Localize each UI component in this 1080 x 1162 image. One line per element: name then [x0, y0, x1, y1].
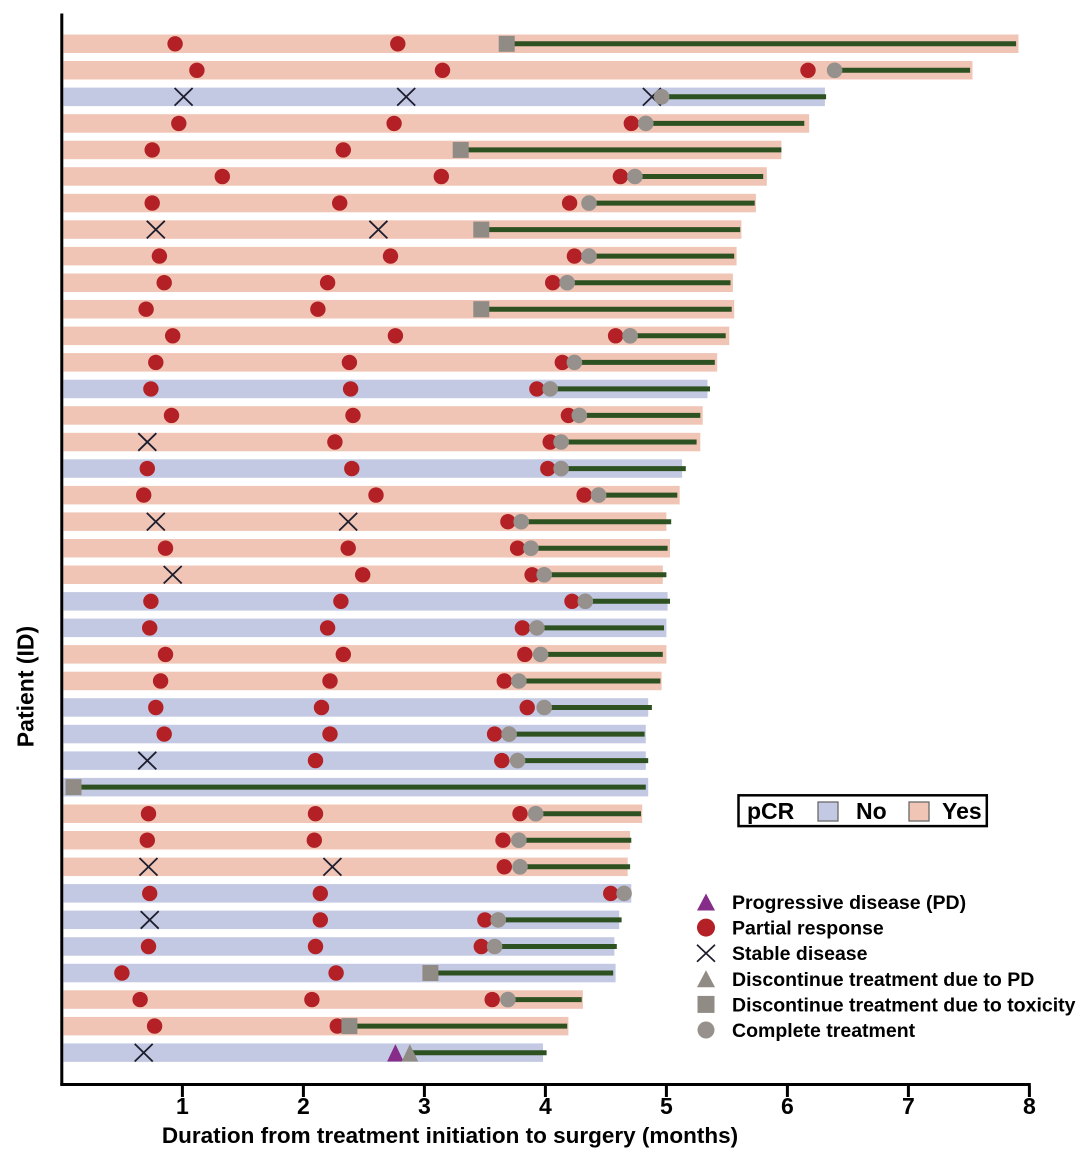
svg-text:7: 7 — [902, 1093, 915, 1119]
svg-text:Yes: Yes — [942, 798, 982, 824]
svg-text:pCR: pCR — [747, 798, 795, 824]
svg-text:Discontinue treatment due to t: Discontinue treatment due to toxicity — [732, 994, 1076, 1016]
svg-text:5: 5 — [660, 1093, 673, 1119]
svg-text:Duration from treatment initia: Duration from treatment initiation to su… — [162, 1123, 738, 1148]
svg-text:No: No — [856, 798, 887, 824]
svg-text:3: 3 — [418, 1093, 431, 1119]
svg-text:4: 4 — [539, 1093, 552, 1119]
svg-text:Progressive disease (PD): Progressive disease (PD) — [732, 892, 966, 914]
svg-text:Stable disease: Stable disease — [732, 943, 868, 965]
svg-text:Discontinue treatment due to P: Discontinue treatment due to PD — [732, 969, 1034, 991]
svg-text:Complete treatment: Complete treatment — [732, 1020, 916, 1042]
svg-text:1: 1 — [176, 1093, 189, 1119]
svg-text:6: 6 — [781, 1093, 794, 1119]
svg-text:8: 8 — [1023, 1093, 1036, 1119]
svg-text:Partial response: Partial response — [732, 918, 884, 940]
svg-text:Patient (ID): Patient (ID) — [13, 626, 39, 747]
svg-text:2: 2 — [297, 1093, 310, 1119]
